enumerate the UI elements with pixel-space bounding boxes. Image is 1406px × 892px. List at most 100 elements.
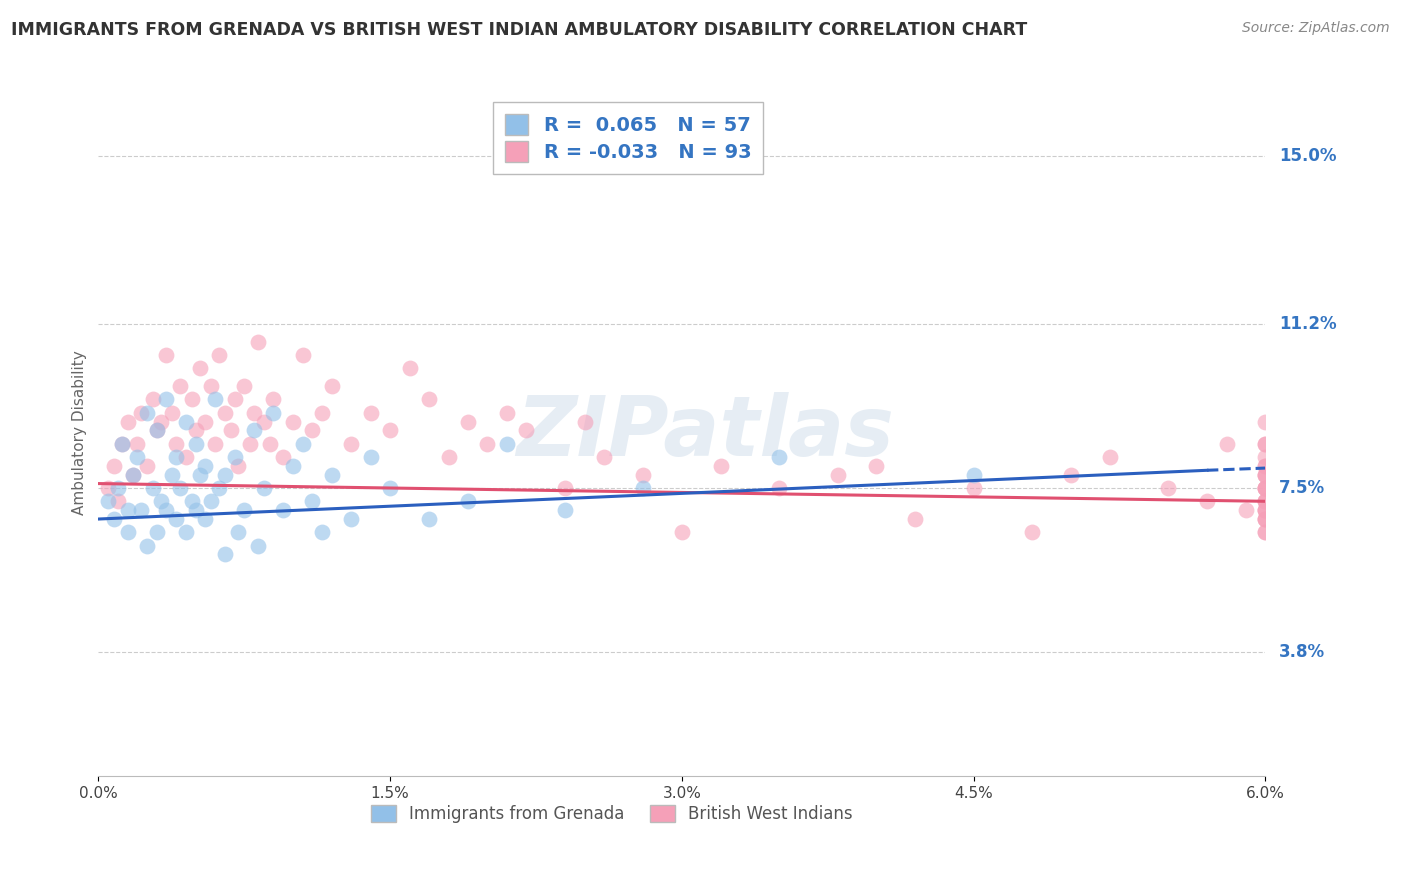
Point — [262, 406, 284, 420]
Legend: Immigrants from Grenada, British West Indians: Immigrants from Grenada, British West In… — [364, 798, 859, 830]
Point — [136, 406, 159, 420]
Point — [122, 467, 145, 482]
Point — [593, 450, 616, 464]
Point — [97, 481, 120, 495]
Point — [768, 481, 790, 495]
Point — [149, 494, 172, 508]
Point — [1254, 503, 1277, 517]
Point — [1254, 458, 1277, 473]
Point — [224, 450, 246, 464]
Point — [1254, 512, 1277, 526]
Point — [233, 503, 256, 517]
Point — [194, 512, 217, 526]
Point — [204, 436, 226, 450]
Point — [1254, 481, 1277, 495]
Point — [208, 348, 231, 362]
Point — [477, 436, 499, 450]
Y-axis label: Ambulatory Disability: Ambulatory Disability — [72, 351, 87, 515]
Point — [239, 436, 262, 450]
Point — [174, 415, 197, 429]
Point — [243, 406, 266, 420]
Point — [457, 494, 479, 508]
Point — [271, 450, 294, 464]
Point — [174, 450, 197, 464]
Point — [111, 436, 134, 450]
Text: 3.8%: 3.8% — [1279, 643, 1326, 661]
Point — [321, 379, 343, 393]
Point — [1254, 450, 1277, 464]
Point — [253, 481, 276, 495]
Point — [117, 525, 139, 540]
Point — [1254, 467, 1277, 482]
Point — [768, 450, 790, 464]
Point — [259, 436, 281, 450]
Point — [142, 392, 165, 407]
Point — [262, 392, 284, 407]
Point — [515, 424, 537, 438]
Text: IMMIGRANTS FROM GRENADA VS BRITISH WEST INDIAN AMBULATORY DISABILITY CORRELATION: IMMIGRANTS FROM GRENADA VS BRITISH WEST … — [11, 21, 1028, 39]
Point — [174, 525, 197, 540]
Point — [214, 467, 236, 482]
Point — [107, 481, 129, 495]
Point — [360, 406, 382, 420]
Point — [962, 481, 984, 495]
Point — [117, 503, 139, 517]
Point — [904, 512, 927, 526]
Point — [496, 406, 519, 420]
Point — [1234, 503, 1257, 517]
Point — [457, 415, 479, 429]
Point — [200, 379, 222, 393]
Point — [321, 467, 343, 482]
Point — [496, 436, 519, 450]
Point — [1254, 503, 1277, 517]
Point — [194, 458, 217, 473]
Point — [437, 450, 460, 464]
Point — [1254, 494, 1277, 508]
Point — [1254, 481, 1277, 495]
Point — [180, 392, 202, 407]
Point — [311, 406, 333, 420]
Point — [865, 458, 887, 473]
Point — [418, 512, 440, 526]
Point — [129, 503, 152, 517]
Point — [204, 392, 226, 407]
Point — [117, 415, 139, 429]
Point — [146, 424, 169, 438]
Point — [1254, 503, 1277, 517]
Point — [1021, 525, 1043, 540]
Point — [146, 525, 169, 540]
Point — [155, 392, 177, 407]
Point — [97, 494, 120, 508]
Point — [1254, 525, 1277, 540]
Point — [1157, 481, 1180, 495]
Point — [1254, 458, 1277, 473]
Point — [281, 415, 304, 429]
Text: ZIPatlas: ZIPatlas — [516, 392, 894, 473]
Point — [219, 424, 242, 438]
Point — [103, 458, 125, 473]
Point — [214, 406, 236, 420]
Point — [631, 467, 654, 482]
Point — [360, 450, 382, 464]
Point — [340, 512, 363, 526]
Point — [243, 424, 266, 438]
Point — [253, 415, 276, 429]
Point — [554, 503, 576, 517]
Point — [311, 525, 333, 540]
Point — [184, 436, 207, 450]
Point — [169, 481, 191, 495]
Point — [184, 424, 207, 438]
Point — [224, 392, 246, 407]
Point — [1197, 494, 1219, 508]
Point — [233, 379, 256, 393]
Point — [340, 436, 363, 450]
Point — [671, 525, 693, 540]
Point — [962, 467, 984, 482]
Point — [155, 503, 177, 517]
Point — [165, 436, 187, 450]
Point — [1098, 450, 1121, 464]
Point — [1254, 481, 1277, 495]
Point — [631, 481, 654, 495]
Point — [103, 512, 125, 526]
Point — [1254, 494, 1277, 508]
